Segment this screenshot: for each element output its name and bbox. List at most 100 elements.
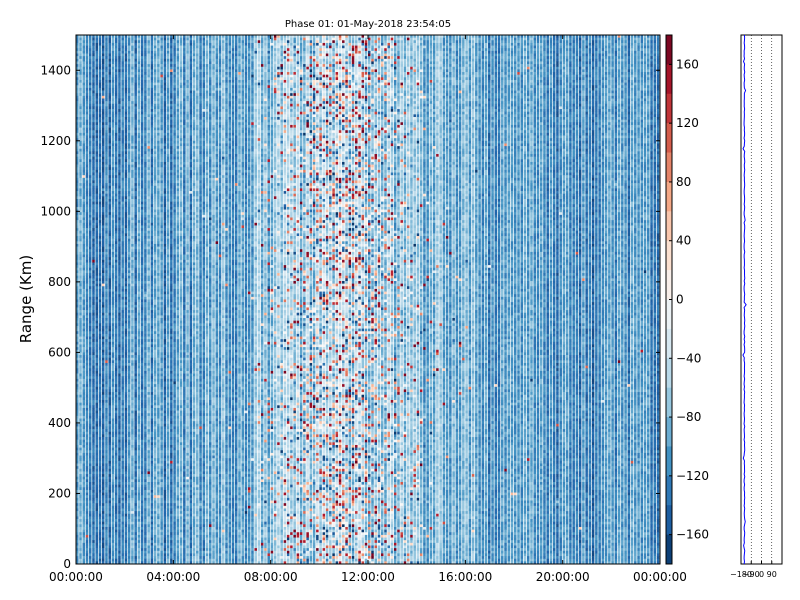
heatmap-cell xyxy=(134,527,137,530)
heatmap-cell xyxy=(138,159,141,162)
heatmap-cell xyxy=(118,286,121,289)
heatmap-cell xyxy=(99,426,102,429)
heatmap-cell xyxy=(82,162,85,165)
heatmap-cell xyxy=(108,175,111,178)
heatmap-cell xyxy=(147,98,150,101)
heatmap-cell xyxy=(105,270,108,273)
heatmap-cell xyxy=(118,442,121,445)
heatmap-cell xyxy=(121,136,124,139)
heatmap-cell xyxy=(131,548,134,551)
heatmap-cell xyxy=(128,138,131,141)
heatmap-cell xyxy=(105,321,108,324)
heatmap-cell xyxy=(151,519,154,522)
heatmap-cell xyxy=(125,196,128,199)
heatmap-cell xyxy=(108,535,111,538)
heatmap-cell xyxy=(128,196,131,199)
heatmap-cell xyxy=(115,535,118,538)
heatmap-cell xyxy=(102,442,105,445)
heatmap-cell xyxy=(95,530,98,533)
heatmap-cell xyxy=(131,173,134,176)
heatmap-cell xyxy=(151,424,154,427)
heatmap-cell xyxy=(151,559,154,562)
heatmap-cell xyxy=(92,112,95,115)
heatmap-cell xyxy=(151,429,154,432)
heatmap-cell xyxy=(144,59,147,62)
heatmap-cell xyxy=(89,503,92,506)
heatmap-cell xyxy=(121,128,124,131)
heatmap-cell xyxy=(79,384,82,387)
heatmap-cell xyxy=(141,344,144,347)
heatmap-cell xyxy=(115,522,118,525)
heatmap-cell xyxy=(131,519,134,522)
heatmap-cell xyxy=(128,371,131,374)
heatmap-cell xyxy=(108,252,111,255)
heatmap-cell xyxy=(138,138,141,141)
heatmap-cell xyxy=(151,247,154,250)
heatmap-cell xyxy=(131,117,134,120)
heatmap-cell xyxy=(105,260,108,263)
heatmap-cell xyxy=(125,553,128,556)
heatmap-cell xyxy=(115,141,118,144)
heatmap-cell xyxy=(102,358,105,361)
heatmap-cell xyxy=(121,506,124,509)
heatmap-cell xyxy=(128,477,131,480)
heatmap-cell xyxy=(125,551,128,554)
heatmap-cell xyxy=(118,40,121,43)
heatmap-cell xyxy=(131,493,134,496)
heatmap-cell xyxy=(89,400,92,403)
heatmap-cell xyxy=(82,413,85,416)
heatmap-cell xyxy=(89,191,92,194)
heatmap-cell xyxy=(89,456,92,459)
heatmap-cell xyxy=(147,83,150,86)
heatmap-cell xyxy=(121,482,124,485)
heatmap-cell xyxy=(118,276,121,279)
heatmap-column xyxy=(154,35,157,564)
heatmap-cell xyxy=(115,384,118,387)
heatmap-cell xyxy=(102,334,105,337)
heatmap-cell xyxy=(112,146,115,149)
heatmap-cell xyxy=(112,400,115,403)
heatmap-cell xyxy=(115,527,118,530)
heatmap-cell xyxy=(131,453,134,456)
heatmap-cell xyxy=(147,501,150,504)
heatmap-cell xyxy=(118,204,121,207)
heatmap-cell xyxy=(131,284,134,287)
heatmap-cell xyxy=(95,202,98,205)
heatmap-cell xyxy=(125,540,128,543)
heatmap-cell xyxy=(134,262,137,265)
heatmap-cell xyxy=(86,559,89,562)
heatmap-cell xyxy=(99,448,102,451)
heatmap-cell xyxy=(99,233,102,236)
heatmap-cell xyxy=(121,334,124,337)
heatmap-cell xyxy=(134,469,137,472)
heatmap-cell xyxy=(144,284,147,287)
heatmap-cell xyxy=(86,326,89,329)
heatmap-cell xyxy=(115,519,118,522)
heatmap-cell xyxy=(95,382,98,385)
heatmap-cell xyxy=(138,106,141,109)
heatmap-cell xyxy=(86,532,89,535)
heatmap-cell xyxy=(147,106,150,109)
heatmap-cell xyxy=(141,146,144,149)
heatmap-cell xyxy=(92,352,95,355)
heatmap-cell xyxy=(121,292,124,295)
heatmap-cell xyxy=(89,204,92,207)
heatmap-cell xyxy=(144,175,147,178)
heatmap-cell xyxy=(115,207,118,210)
heatmap-cell xyxy=(89,532,92,535)
heatmap-cell xyxy=(79,527,82,530)
heatmap-cell xyxy=(112,432,115,435)
heatmap-cell xyxy=(86,218,89,221)
heatmap-cell xyxy=(141,530,144,533)
heatmap-cell xyxy=(134,143,137,146)
heatmap-cell xyxy=(92,387,95,390)
heatmap-cell xyxy=(141,196,144,199)
heatmap-cell xyxy=(147,445,150,448)
heatmap-cell xyxy=(79,218,82,221)
heatmap-cell xyxy=(151,257,154,260)
heatmap-cell xyxy=(79,284,82,287)
heatmap-cell xyxy=(134,281,137,284)
heatmap-cell xyxy=(147,405,150,408)
heatmap-cell xyxy=(128,479,131,482)
heatmap-cell xyxy=(86,360,89,363)
